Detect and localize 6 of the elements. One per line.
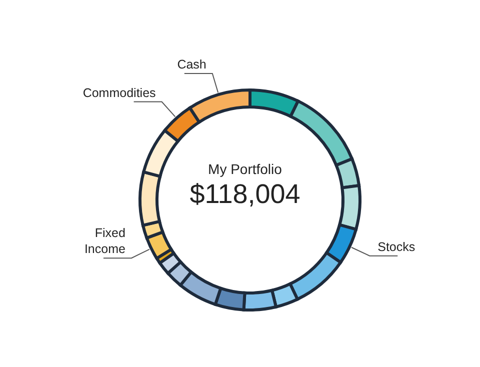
slice-label: Stocks bbox=[378, 240, 416, 254]
text: $118,004 bbox=[188, 179, 302, 210]
slice-label: Cash bbox=[177, 57, 206, 72]
slice-label: Fixed Income bbox=[84, 226, 126, 256]
slice-label: Commodities bbox=[82, 86, 156, 100]
text: My Portfolio bbox=[207, 161, 283, 177]
